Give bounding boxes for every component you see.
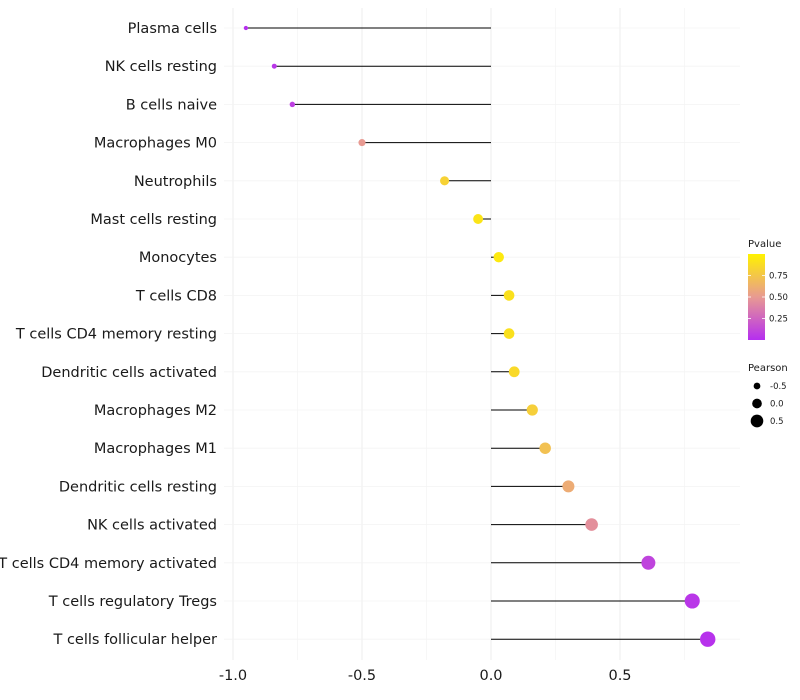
pearson-legend-items: -0.5 0.0 0.5 <box>750 382 787 428</box>
pearson-legend-label: 0.0 <box>770 400 784 410</box>
lollipop-point <box>526 404 538 416</box>
lollipop-point <box>641 555 656 570</box>
lollipop-point <box>585 518 598 531</box>
y-axis-label: T cells follicular helper <box>52 632 217 648</box>
y-axis-label: T cells CD4 memory activated <box>0 556 217 572</box>
y-axis-label: Neutrophils <box>134 174 217 190</box>
y-axis-label: T cells regulatory Tregs <box>48 594 217 610</box>
lollipop-point <box>503 290 515 301</box>
lollipop-point <box>289 101 296 108</box>
pearson-legend-label: -0.5 <box>770 382 787 392</box>
lollipop-point <box>700 631 716 647</box>
y-axis-label: B cells naive <box>126 97 217 113</box>
y-axis-label: Macrophages M0 <box>94 136 217 152</box>
lollipop-points <box>243 25 716 647</box>
y-axis-label: Macrophages M1 <box>94 441 217 457</box>
y-axis-label: Monocytes <box>139 250 217 266</box>
lollipop-point <box>358 139 366 147</box>
pearson-legend-label: 0.5 <box>770 417 784 427</box>
x-axis-tick-label: -0.5 <box>348 668 376 684</box>
lollipop-point <box>440 176 450 186</box>
x-axis-tick-label: -1.0 <box>219 668 247 684</box>
pearson-legend-title: Pearson <box>748 363 788 374</box>
pvalue-legend: Pvalue 0.25 0.50 0.75 <box>748 239 788 340</box>
colorbar-tick-label: 0.50 <box>769 293 788 303</box>
x-axis-ticks: -1.0 -0.5 0.0 0.5 <box>219 668 632 684</box>
pvalue-colorbar-ticks: 0.25 0.50 0.75 <box>748 272 788 325</box>
pvalue-legend-title: Pvalue <box>748 239 781 250</box>
y-axis-label: NK cells activated <box>87 518 217 534</box>
y-axis-label: T cells CD4 memory resting <box>15 327 217 343</box>
y-axis-label: Plasma cells <box>128 21 217 37</box>
x-axis-tick-label: 0.0 <box>479 668 502 684</box>
lollipop-point <box>493 252 504 263</box>
pearson-legend: Pearson -0.5 0.0 0.5 <box>748 363 788 428</box>
pearson-legend-dot <box>752 398 762 409</box>
y-axis-label: Dendritic cells activated <box>41 365 217 381</box>
x-axis-tick-label: 0.5 <box>608 668 631 684</box>
grid-lines <box>224 8 740 660</box>
lollipop-point <box>539 442 551 454</box>
lollipop-point <box>508 366 520 378</box>
pvalue-colorbar <box>748 254 765 340</box>
pearson-legend-dot <box>750 414 764 428</box>
y-axis-label: Mast cells resting <box>90 212 217 228</box>
y-axis-label: Macrophages M2 <box>94 403 217 419</box>
pearson-legend-dot <box>753 382 761 390</box>
colorbar-tick-label: 0.75 <box>769 272 788 282</box>
lollipop-point <box>562 480 575 493</box>
y-axis-label: NK cells resting <box>105 59 217 75</box>
lollipop-point <box>503 328 515 339</box>
lollipop-point <box>473 214 484 224</box>
y-axis-labels: Plasma cells NK cells resting B cells naiv… <box>0 21 217 648</box>
lollipop-point <box>243 25 249 31</box>
lollipop-point <box>684 593 700 609</box>
colorbar-tick-label: 0.25 <box>769 315 788 325</box>
lollipop-point <box>271 63 277 69</box>
lollipop-stems <box>245 27 708 640</box>
y-axis-label: T cells CD8 <box>135 288 217 304</box>
y-axis-label: Dendritic cells resting <box>59 479 217 495</box>
